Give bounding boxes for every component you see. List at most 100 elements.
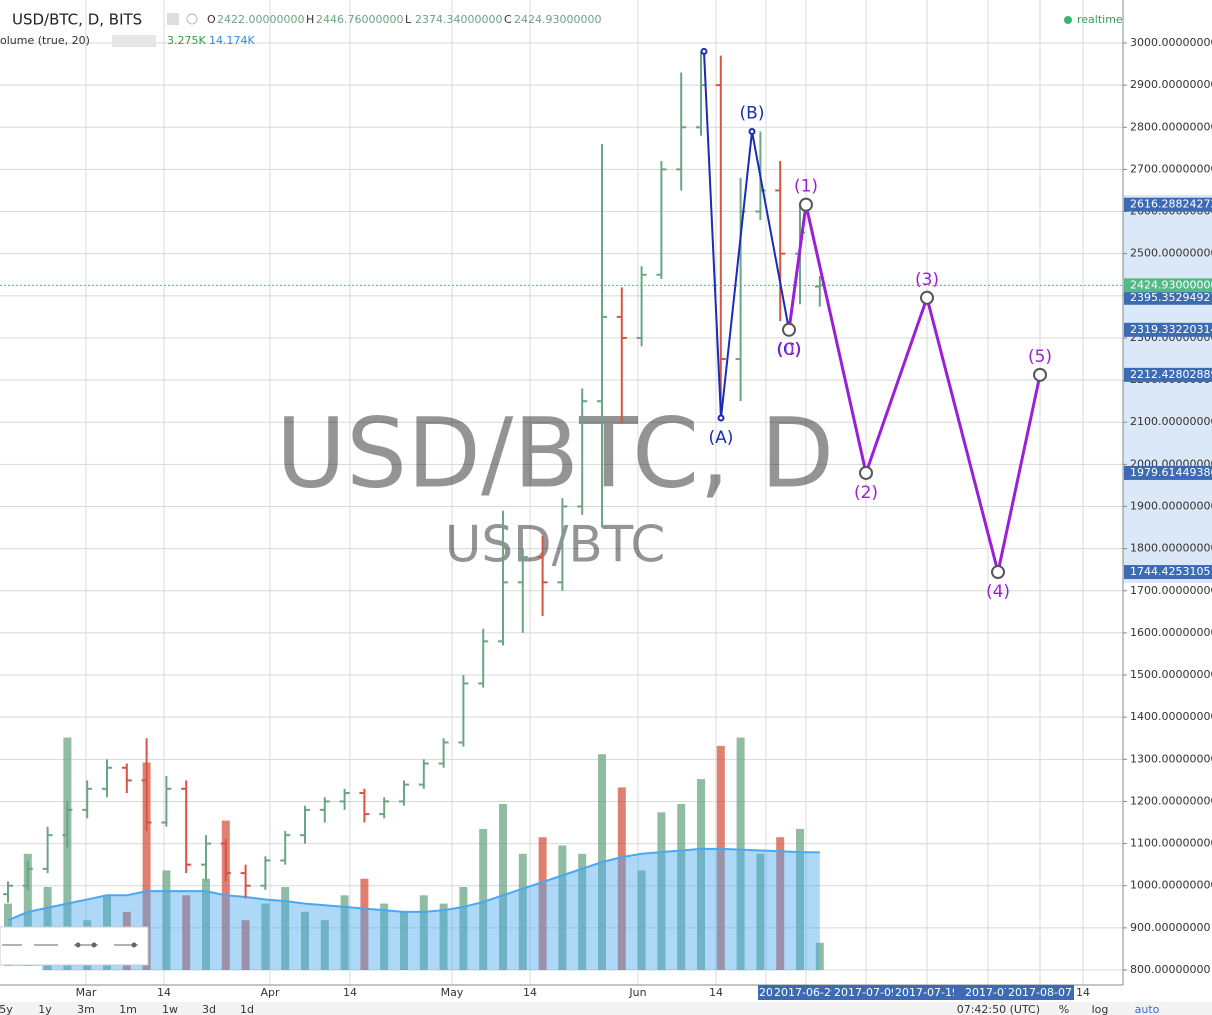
icon[interactable] — [167, 13, 179, 25]
volume-bar — [776, 837, 785, 970]
tool-panel-tab — [0, 966, 42, 974]
x-label-box — [1006, 985, 1074, 1000]
tool-panel — [0, 926, 149, 966]
wave-point — [1033, 367, 1047, 382]
volume-bar — [360, 878, 369, 970]
volume-bar — [241, 920, 250, 970]
ohlc-key: O — [207, 13, 216, 26]
y-tick-label: 1500.00000000 — [1130, 668, 1212, 681]
x-label-box — [832, 985, 900, 1000]
ohlc-value: 2424.93000000 — [514, 13, 601, 26]
volume-bar — [617, 787, 626, 970]
watermark: USD/BTC, D — [276, 397, 834, 509]
wave-point — [859, 465, 873, 480]
volume-bar — [400, 911, 408, 970]
grid — [0, 0, 1123, 985]
wave-label: (5) — [1028, 347, 1052, 367]
volume-bar — [261, 903, 270, 970]
y-tick-label: 1300.00000000 — [1130, 752, 1212, 765]
ohlc-value: 2374.34000000 — [415, 13, 502, 26]
range-button[interactable]: 1w — [162, 1003, 178, 1015]
watermark-sub: USD/BTC — [445, 516, 666, 574]
price-bars — [0, 51, 1123, 903]
y-tick-label: 900.00000000 — [1130, 921, 1210, 934]
y-tick-label: 1900.00000000 — [1130, 500, 1212, 513]
volume-bar — [63, 737, 72, 970]
volume-bar — [716, 745, 725, 970]
y-tick-label: 1000.00000000 — [1130, 879, 1212, 892]
volume-bar — [162, 870, 171, 970]
y-tick-label: 2900.00000000 — [1130, 78, 1212, 91]
volume-bar — [637, 870, 646, 970]
axis-value-box — [1124, 565, 1212, 580]
x-tick-label: May — [441, 986, 464, 999]
clock: 07:42:50 (UTC) — [957, 1003, 1040, 1015]
wave-label: (C) — [776, 340, 801, 360]
wave-label: (2) — [854, 483, 878, 503]
price-box — [1124, 278, 1212, 293]
wave-label: (A) — [709, 428, 734, 448]
scale-option[interactable]: auto — [1135, 1003, 1160, 1015]
x-tick-label: 14 — [1076, 986, 1090, 999]
volume-bar — [736, 737, 745, 970]
line-tools — [0, 926, 149, 974]
ohlc-value: 2422.00000000 — [217, 13, 304, 26]
ohlc-value: 2446.76000000 — [316, 13, 403, 26]
axis-value-label: 1979.61449386 — [1130, 466, 1212, 479]
axis-value-box — [1124, 290, 1212, 305]
axis-value-label: 2319.33220314 — [1130, 323, 1212, 336]
realtime-label: realtime — [1077, 13, 1123, 26]
scale-option[interactable]: log — [1092, 1003, 1109, 1015]
y-tick-label: 1800.00000000 — [1130, 542, 1212, 555]
ohlc-key: C — [504, 13, 512, 26]
range-button[interactable]: 3d — [202, 1003, 216, 1015]
axis-value-label: 2616.28824272 — [1130, 198, 1212, 211]
volume-bar — [558, 845, 567, 970]
x-tick-label: 14 — [709, 986, 723, 999]
range-button[interactable]: 1d — [240, 1003, 254, 1015]
volume-bar — [439, 903, 448, 970]
volume-bar — [419, 895, 428, 970]
x-tick-label: 2017-07-09 — [834, 986, 898, 999]
tool-icon[interactable] — [131, 942, 137, 948]
volume-bar — [182, 895, 191, 970]
range-button[interactable]: 1m — [119, 1003, 137, 1015]
volume-bar — [301, 911, 309, 970]
volume-ma-line — [7, 847, 820, 922]
y-tick-label: 2800.00000000 — [1130, 120, 1212, 133]
time-axis: Mar 14 Apr 14 May 14 Jun 14 20 2017-06-292017-07-… — [76, 985, 1090, 1000]
range-button[interactable]: 1y — [38, 1003, 52, 1015]
x-tick-label: 20 — [759, 986, 773, 999]
x-tick-label: 2017-06-29 — [774, 986, 838, 999]
y-tick-label: 1600.00000000 — [1130, 626, 1212, 639]
wave-point — [700, 47, 708, 55]
tool-icon[interactable] — [75, 942, 81, 948]
axis-value-box — [1124, 197, 1212, 212]
wave-point — [799, 197, 813, 212]
range-button[interactable]: 5y — [0, 1003, 13, 1015]
icon[interactable] — [186, 13, 198, 25]
volume-bar — [499, 804, 507, 970]
x-tick-label: 2017-07-19 — [895, 986, 959, 999]
y-tick-label: 2100.00000000 — [1130, 415, 1212, 428]
wave-point — [991, 565, 1005, 580]
volume-bar — [518, 853, 527, 970]
tool-icon[interactable] — [91, 942, 97, 948]
volume-bar — [815, 942, 824, 970]
scale-option[interactable]: % — [1059, 1003, 1069, 1015]
wave-label: (0) — [777, 340, 801, 360]
x-label-box — [758, 985, 774, 1000]
volume-bar — [796, 828, 804, 970]
realtime-dot — [1064, 16, 1072, 24]
volume-bar — [756, 853, 765, 970]
volume-bar — [459, 887, 468, 970]
range-button[interactable]: 3m — [77, 1003, 95, 1015]
toolbar-items: 5y 1y 3m 1m 1w 3d 1d 07:42:50 (UTC)% log auto — [0, 1003, 1160, 1015]
wave-line — [703, 51, 790, 419]
x-tick-label: Jun — [628, 986, 646, 999]
icon[interactable] — [112, 35, 156, 47]
volume-bar — [479, 828, 488, 970]
volume-bar — [657, 812, 666, 970]
x-tick-label: Mar — [76, 986, 97, 999]
y-tick-label: 2700.00000000 — [1130, 162, 1212, 175]
